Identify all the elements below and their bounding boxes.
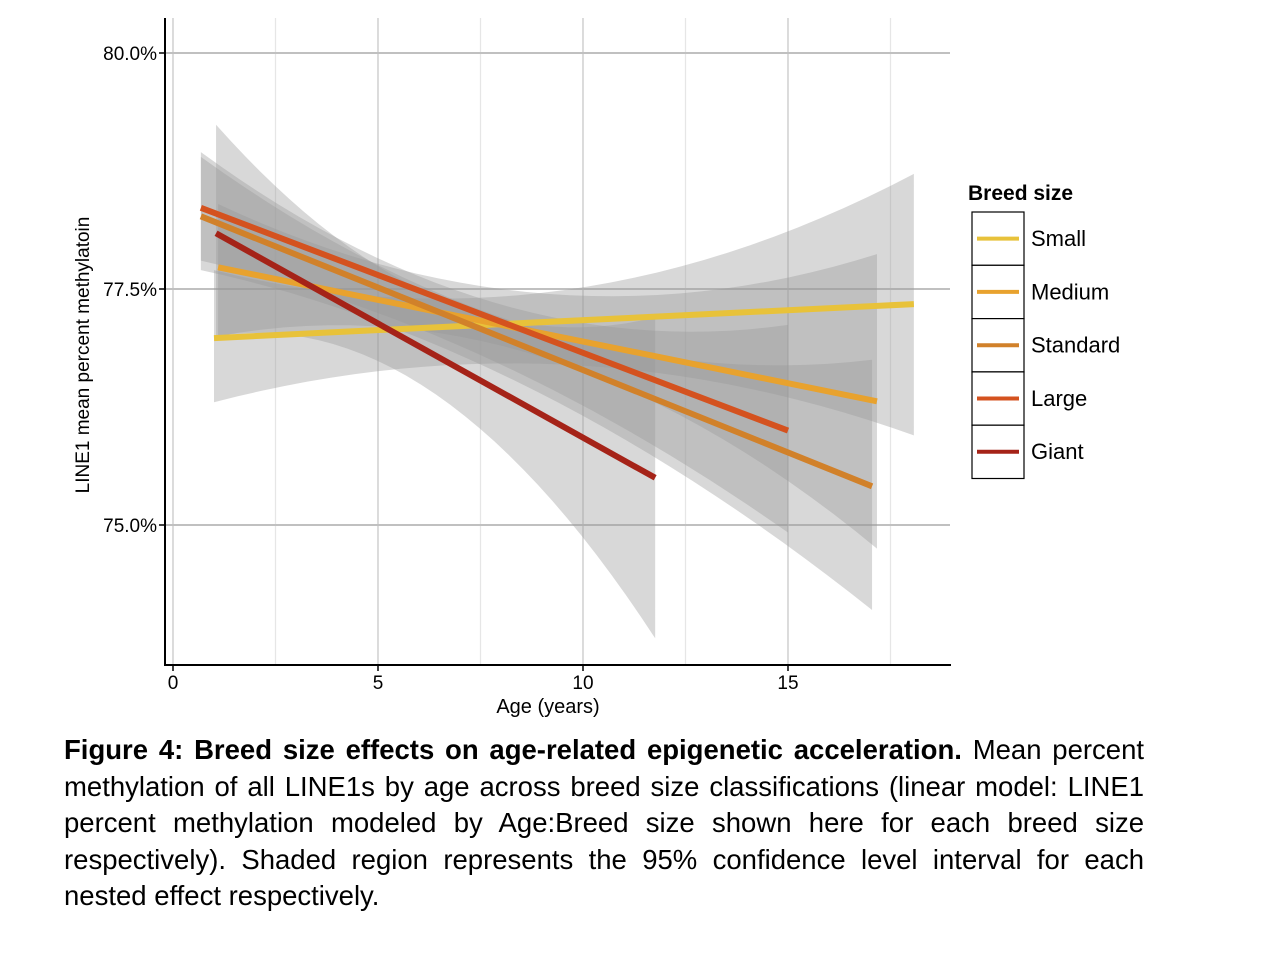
figure-caption: Figure 4: Breed size effects on age-rela… (64, 732, 1144, 915)
legend-label: Small (1031, 226, 1086, 251)
regression-lines (199, 205, 915, 490)
confidence-band-large (200, 152, 788, 533)
y-tick-label: 77.5% (103, 280, 157, 301)
x-tick-label: 10 (572, 673, 593, 694)
regression-line-medium (217, 264, 878, 405)
axes: 0 5 10 15 75.0% 77.5% 80.0% (103, 18, 951, 694)
x-tick-label: 15 (777, 673, 798, 694)
x-axis-label: Age (years) (496, 696, 599, 718)
y-tick-label: 75.0% (103, 516, 157, 537)
regression-line-giant (214, 230, 657, 481)
regression-line-standard (199, 213, 874, 490)
line-chart: 0 5 10 15 75.0% 77.5% 80.0% Age (years) LINE1 … (73, 18, 1120, 718)
caption-body: Mean percent methylation of all LINE1s b… (64, 734, 1145, 911)
confidence-bands (200, 124, 914, 639)
legend-label: Medium (1031, 279, 1109, 304)
caption-title: Figure 4: Breed size effects on age-rela… (64, 734, 962, 765)
confidence-band-small (214, 173, 914, 436)
x-tick-label: 5 (373, 673, 384, 694)
legend-label: Giant (1031, 439, 1084, 464)
legend: Breed size Small Medium Standard Large Giant (968, 182, 1120, 480)
y-tick-label: 80.0% (103, 44, 157, 65)
legend-label: Large (1031, 386, 1087, 411)
regression-line-large (199, 205, 790, 434)
y-axis-label: LINE1 mean percent methylatoin (73, 217, 94, 494)
regression-line-small (213, 301, 915, 342)
x-tick-label: 0 (168, 673, 179, 694)
legend-label: Standard (1031, 333, 1120, 358)
legend-title: Breed size (968, 182, 1073, 205)
